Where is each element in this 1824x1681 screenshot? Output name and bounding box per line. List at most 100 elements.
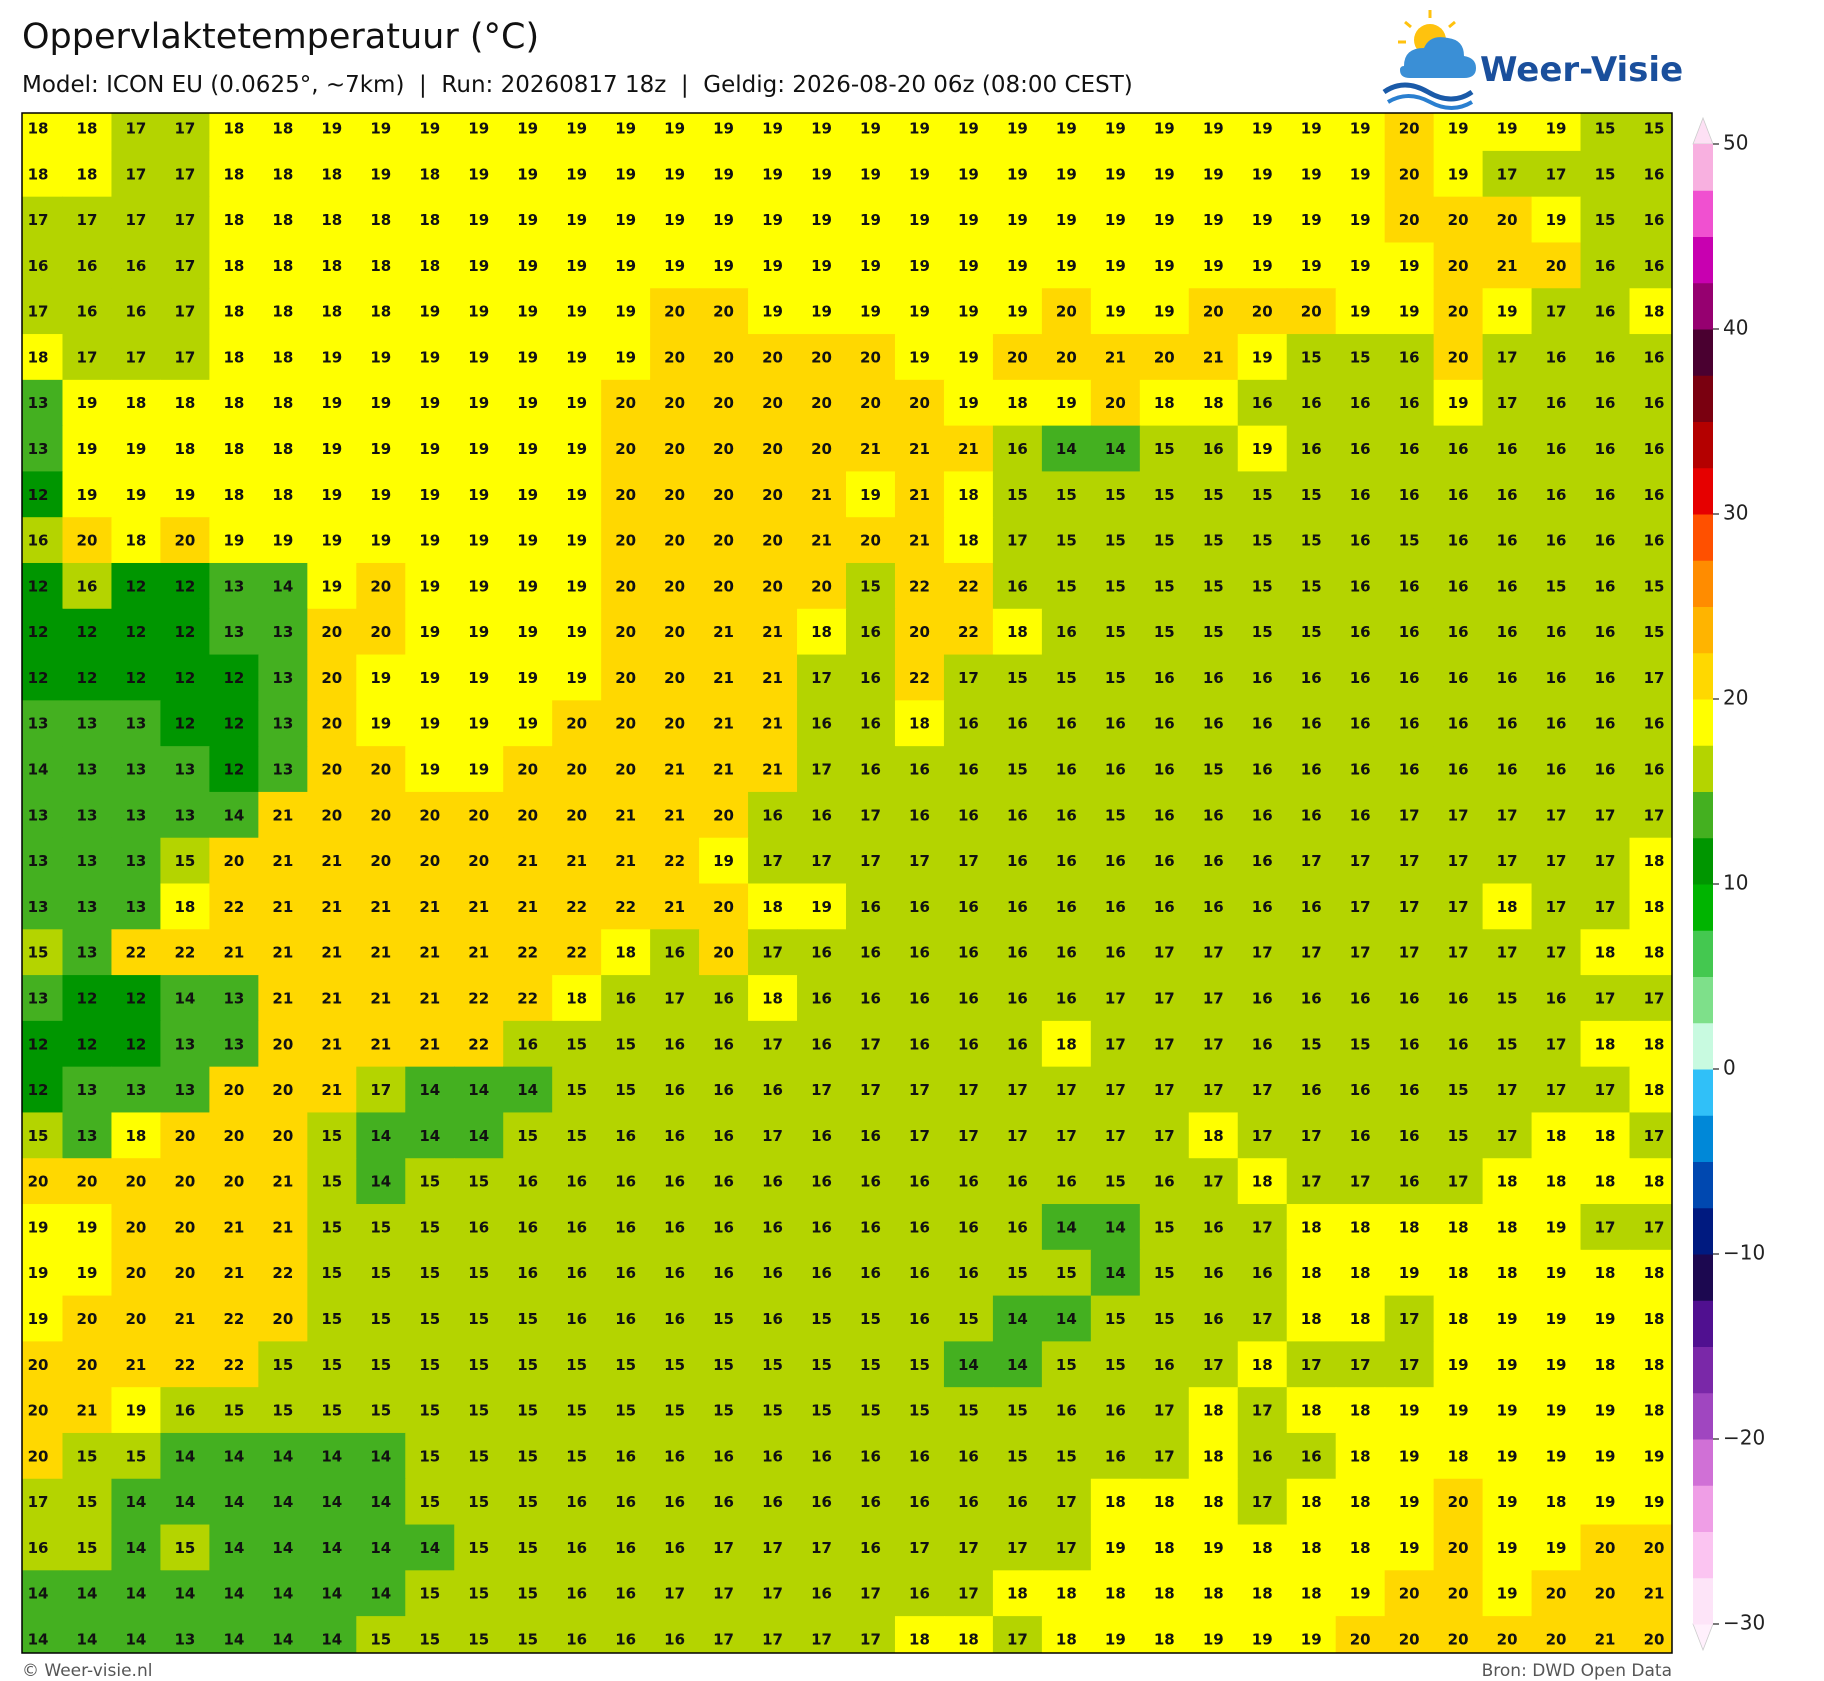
temperature-cell bbox=[307, 1524, 357, 1571]
temperature-cell bbox=[1384, 1432, 1435, 1480]
temperature-cell bbox=[503, 113, 553, 152]
temperature-cell bbox=[22, 654, 64, 701]
temperature-cell bbox=[1335, 883, 1386, 930]
temperature-cell bbox=[552, 654, 602, 701]
temperature-cell bbox=[552, 1341, 602, 1388]
temperature-cell bbox=[22, 379, 64, 427]
temperature-cell bbox=[160, 1432, 210, 1480]
temperature-cell bbox=[894, 334, 945, 381]
temperature-cell bbox=[1188, 1204, 1239, 1251]
temperature-label: 17 bbox=[1448, 1173, 1469, 1191]
temperature-cell bbox=[552, 288, 602, 335]
temperature-cell bbox=[111, 1112, 162, 1159]
colorbar-swatch bbox=[1693, 1485, 1713, 1532]
temperature-label: 18 bbox=[958, 532, 979, 550]
temperature-cell bbox=[405, 883, 455, 930]
temperature-cell bbox=[797, 837, 847, 885]
temperature-cell bbox=[22, 150, 64, 198]
temperature-cell bbox=[748, 562, 798, 610]
temperature-label: 16 bbox=[1056, 761, 1077, 779]
temperature-cell bbox=[160, 1295, 210, 1342]
temperature-label: 16 bbox=[1056, 944, 1077, 962]
temperature-cell bbox=[1629, 1341, 1672, 1388]
temperature-cell bbox=[22, 1158, 64, 1205]
temperature-cell bbox=[503, 837, 553, 885]
temperature-label: 16 bbox=[1595, 715, 1616, 733]
temperature-label: 14 bbox=[28, 1631, 49, 1649]
temperature-cell bbox=[1580, 242, 1631, 289]
temperature-cell bbox=[650, 700, 700, 747]
temperature-cell bbox=[992, 1295, 1043, 1342]
temperature-cell bbox=[601, 1249, 651, 1297]
temperature-label: 19 bbox=[419, 715, 440, 733]
temperature-cell bbox=[454, 1432, 504, 1480]
temperature-label: 16 bbox=[664, 1310, 685, 1328]
temperature-label: 16 bbox=[1399, 715, 1420, 733]
temperature-cell bbox=[1188, 196, 1239, 244]
temperature-cell bbox=[1041, 113, 1092, 152]
temperature-cell bbox=[1041, 654, 1092, 701]
temperature-label: 20 bbox=[28, 1173, 49, 1191]
temperature-label: 20 bbox=[77, 1310, 98, 1328]
temperature-label: 15 bbox=[713, 1356, 734, 1374]
temperature-cell bbox=[356, 1387, 406, 1434]
temperature-label: 19 bbox=[958, 348, 979, 366]
temperature-cell bbox=[748, 791, 798, 839]
temperature-label: 20 bbox=[1644, 1539, 1665, 1557]
temperature-cell bbox=[1482, 113, 1533, 152]
temperature-cell bbox=[894, 883, 945, 930]
temperature-cell bbox=[650, 288, 700, 335]
temperature-label: 16 bbox=[1399, 761, 1420, 779]
temperature-label: 16 bbox=[1105, 944, 1126, 962]
temperature-label: 15 bbox=[1056, 486, 1077, 504]
temperature-cell bbox=[1139, 1295, 1190, 1342]
temperature-cell bbox=[405, 196, 455, 244]
temperature-cell bbox=[943, 288, 994, 335]
temperature-cell bbox=[1335, 1524, 1386, 1571]
temperature-label: 17 bbox=[28, 303, 49, 321]
temperature-label: 21 bbox=[272, 852, 293, 870]
temperature-label: 18 bbox=[1350, 1310, 1371, 1328]
temperature-cell bbox=[1629, 1204, 1672, 1251]
colorbar-swatch bbox=[1693, 467, 1713, 515]
temperature-cell bbox=[992, 1570, 1043, 1617]
temperature-label: 19 bbox=[1497, 1447, 1518, 1465]
temperature-label: 14 bbox=[126, 1539, 147, 1557]
temperature-label: 20 bbox=[713, 394, 734, 412]
temperature-cell bbox=[454, 1570, 504, 1617]
temperature-cell bbox=[1237, 562, 1288, 610]
temperature-label: 18 bbox=[272, 303, 293, 321]
temperature-cell bbox=[943, 1066, 994, 1114]
temperature-label: 14 bbox=[174, 1447, 195, 1465]
temperature-label: 17 bbox=[1350, 898, 1371, 916]
logo-cloud bbox=[1400, 37, 1476, 78]
temperature-label: 19 bbox=[1595, 1402, 1616, 1420]
temperature-label: 19 bbox=[517, 440, 538, 458]
temperature-cell bbox=[1090, 837, 1141, 885]
temperature-cell bbox=[601, 150, 651, 198]
temperature-cell bbox=[894, 288, 945, 335]
temperature-cell bbox=[1482, 288, 1533, 335]
temperature-label: 16 bbox=[860, 989, 881, 1007]
temperature-label: 19 bbox=[1399, 1447, 1420, 1465]
temperature-label: 15 bbox=[1154, 440, 1175, 458]
temperature-label: 20 bbox=[1448, 1539, 1469, 1557]
temperature-cell bbox=[1384, 929, 1435, 976]
temperature-label: 20 bbox=[811, 440, 832, 458]
temperature-label: 16 bbox=[1399, 394, 1420, 412]
temperature-label: 17 bbox=[1497, 348, 1518, 366]
temperature-label: 17 bbox=[1644, 806, 1665, 824]
footer-right: Bron: DWD Open Data bbox=[1482, 1661, 1672, 1681]
temperature-label: 18 bbox=[1448, 1218, 1469, 1236]
temperature-cell bbox=[160, 562, 210, 610]
temperature-cell bbox=[699, 196, 749, 244]
temperature-label: 21 bbox=[1644, 1585, 1665, 1603]
temperature-cell bbox=[846, 562, 896, 610]
temperature-cell bbox=[356, 425, 406, 473]
temperature-cell bbox=[258, 883, 308, 930]
temperature-label: 14 bbox=[223, 1447, 244, 1465]
temperature-label: 16 bbox=[1448, 989, 1469, 1007]
temperature-label: 19 bbox=[958, 211, 979, 229]
temperature-cell bbox=[62, 1432, 113, 1480]
temperature-cell bbox=[454, 700, 504, 747]
